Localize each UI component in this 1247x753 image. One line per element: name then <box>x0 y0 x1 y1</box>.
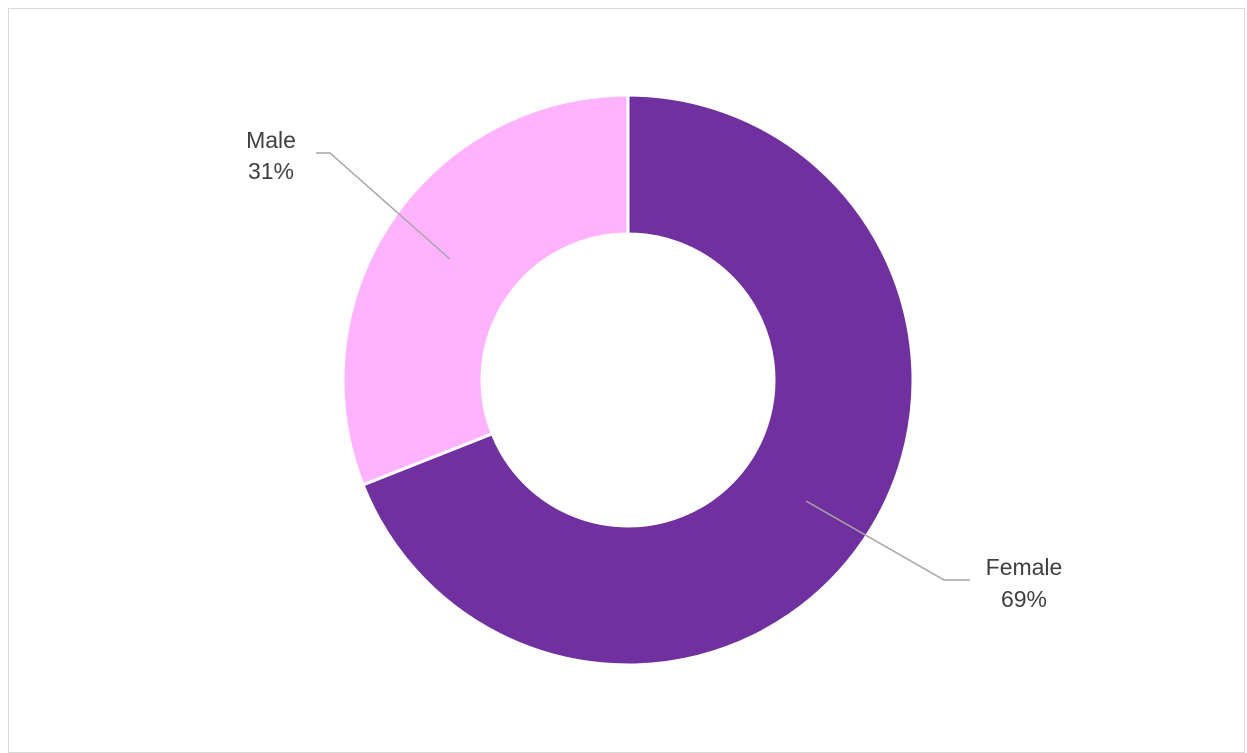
female-value-label: 69% <box>1001 586 1047 612</box>
donut-slices <box>341 93 915 667</box>
male-value-label: 31% <box>248 158 294 184</box>
leader-line-male <box>316 152 451 260</box>
leader-lines <box>316 152 970 581</box>
leader-line-female <box>805 500 970 581</box>
data-labels: Male 31% Female 69% <box>246 127 1062 612</box>
donut-slice-male <box>341 93 630 487</box>
female-category-label: Female <box>986 554 1063 580</box>
donut-slice-female <box>361 93 915 667</box>
male-category-label: Male <box>246 127 296 153</box>
